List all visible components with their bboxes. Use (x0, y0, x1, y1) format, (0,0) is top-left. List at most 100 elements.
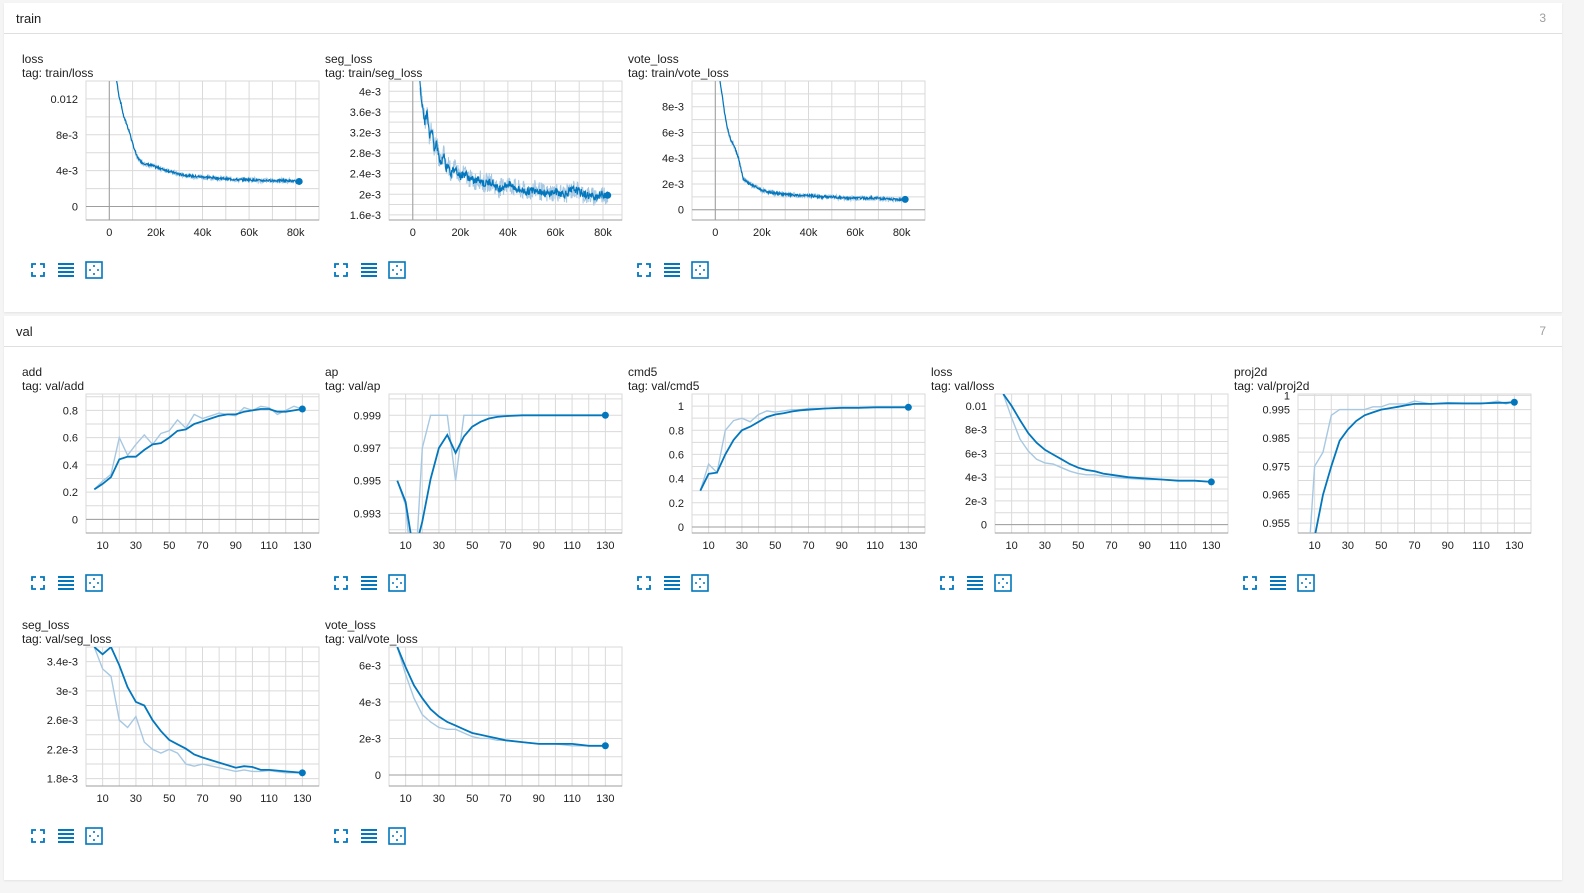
last-value-point[interactable] (604, 191, 612, 199)
chart-title: ap (325, 365, 339, 379)
last-value-point[interactable] (1510, 398, 1518, 406)
x-tick-label: 40k (800, 227, 818, 239)
x-tick-label: 20k (451, 227, 469, 239)
smoothed-series-line (116, 81, 300, 185)
expand-button[interactable] (634, 573, 654, 593)
last-value-point[interactable] (904, 403, 912, 411)
y-tick-label: 2e-3 (662, 179, 684, 191)
data-table-button[interactable] (56, 260, 76, 280)
line-chart[interactable]: 0 20k 40k 60k 80k 0 2e-3 4e-3 6e-3 8e-3 (628, 78, 928, 248)
section-count: 7 (1539, 324, 1546, 338)
expand-icon (940, 576, 954, 590)
y-tick-label: 0.2 (669, 498, 684, 510)
fit-domain-button[interactable] (993, 573, 1013, 593)
data-table-button[interactable] (359, 260, 379, 280)
fit-domain-button[interactable] (387, 260, 407, 280)
line-chart[interactable]: 10 30 50 70 90 110 130 0 0.2 0.4 0.6 0.8 (22, 391, 322, 561)
x-tick-label: 10 (1309, 540, 1321, 552)
line-chart[interactable]: 0 20k 40k 60k 80k 1.6e-3 2e-3 2.4e-3 2.8e-3 3.2e-… (325, 78, 625, 248)
expand-button[interactable] (331, 826, 351, 846)
fit-domain-button[interactable] (84, 573, 104, 593)
data-table-button[interactable] (662, 260, 682, 280)
line-chart[interactable]: 10 30 50 70 90 110 130 0 2e-3 4e-3 6e-3 (325, 644, 625, 814)
line-chart[interactable]: 10 30 50 70 90 110 130 0.955 0.965 0.975 0.985 0.99… (1234, 390, 1534, 561)
expand-button[interactable] (634, 260, 654, 280)
last-value-point[interactable] (298, 405, 306, 413)
y-tick-label: 0.999 (353, 410, 381, 422)
x-tick-label: 90 (1139, 540, 1151, 552)
chart-tag: tag: val/add (22, 379, 85, 393)
y-tick-label: 0 (678, 205, 684, 217)
section-header-val[interactable]: val 7 (4, 316, 1562, 347)
last-value-point[interactable] (901, 195, 909, 203)
expand-button[interactable] (28, 826, 48, 846)
x-tick-label: 50 (466, 540, 478, 552)
data-table-button[interactable] (1268, 573, 1288, 593)
data-table-button[interactable] (359, 573, 379, 593)
data-table-button[interactable] (359, 826, 379, 846)
x-tick-label: 10 (400, 540, 412, 552)
x-tick-label: 40k (194, 227, 212, 239)
data-table-button[interactable] (662, 573, 682, 593)
x-tick-label: 30 (433, 540, 445, 552)
data-table-button[interactable] (965, 573, 985, 593)
section-body-train: loss tag: train/loss 0 20k 40k 60k 80k 0 4e-3 8… (4, 34, 1562, 312)
chart-card: seg_loss tag: val/seg_loss 10 30 50 70 90 110… (22, 618, 322, 868)
y-tick-label: 0.2 (63, 487, 78, 499)
fit-domain-button[interactable] (387, 573, 407, 593)
x-tick-label: 10 (400, 793, 412, 805)
expand-icon (334, 263, 348, 277)
last-value-point[interactable] (295, 177, 303, 185)
y-tick-label: 0.975 (1262, 461, 1290, 473)
line-chart[interactable]: 10 30 50 70 90 110 130 0 0.2 0.4 0.6 0.8 1 (628, 391, 928, 561)
x-tick-label: 50 (163, 793, 175, 805)
line-chart[interactable]: 10 30 50 70 90 110 130 0 2e-3 4e-3 6e-3 8e-3 0.01 (931, 391, 1231, 561)
fit-domain-icon (994, 574, 1012, 592)
last-value-point[interactable] (298, 769, 306, 777)
data-table-button[interactable] (56, 573, 76, 593)
section-header-train[interactable]: train 3 (4, 3, 1562, 34)
y-tick-label: 0.985 (1262, 433, 1290, 445)
line-chart[interactable]: 10 30 50 70 90 110 130 1.8e-3 2.2e-3 2.6e-3 3e-3 3.… (22, 644, 322, 814)
last-value-point[interactable] (1207, 478, 1215, 486)
chart-card: add tag: val/add 10 30 50 70 90 110 130 0 0.2 0.4… (22, 365, 322, 615)
expand-button[interactable] (28, 260, 48, 280)
y-tick-label: 1 (678, 401, 684, 413)
x-tick-label: 70 (1408, 540, 1420, 552)
line-chart[interactable]: 10 30 50 70 90 110 130 0.993 0.995 0.997 0.999 (325, 391, 625, 561)
line-chart[interactable]: 0 20k 40k 60k 80k 0 4e-3 8e-3 0.012 (22, 78, 322, 248)
fit-domain-button[interactable] (1296, 573, 1316, 593)
expand-button[interactable] (331, 260, 351, 280)
expand-button[interactable] (28, 573, 48, 593)
x-tick-label: 130 (899, 540, 917, 552)
fit-domain-button[interactable] (690, 260, 710, 280)
fit-domain-button[interactable] (84, 826, 104, 846)
chart-title: seg_loss (22, 618, 70, 632)
expand-icon (334, 829, 348, 843)
raw-series-line (115, 81, 300, 185)
expand-icon (31, 829, 45, 843)
x-tick-label: 90 (230, 793, 242, 805)
expand-button[interactable] (1240, 573, 1260, 593)
expand-button[interactable] (331, 573, 351, 593)
x-tick-label: 30 (1039, 540, 1051, 552)
x-tick-label: 0 (410, 227, 416, 239)
fit-domain-button[interactable] (84, 260, 104, 280)
data-table-button[interactable] (56, 826, 76, 846)
x-tick-label: 130 (1505, 540, 1523, 552)
chart-title: proj2d (1234, 365, 1268, 379)
fit-domain-button[interactable] (690, 573, 710, 593)
y-tick-label: 3.6e-3 (350, 107, 381, 119)
last-value-point[interactable] (601, 742, 609, 750)
chart-card: proj2d tag: val/proj2d 10 30 50 70 90 110 130 0… (1234, 365, 1534, 615)
fit-domain-button[interactable] (387, 826, 407, 846)
y-tick-label: 6e-3 (965, 448, 987, 460)
expand-button[interactable] (937, 573, 957, 593)
x-tick-label: 70 (802, 540, 814, 552)
chart-card: vote_loss tag: val/vote_loss 10 30 50 70 90 1… (325, 618, 625, 868)
chart-tag: tag: val/ap (325, 379, 381, 393)
last-value-point[interactable] (601, 411, 609, 419)
fit-domain-icon (85, 574, 103, 592)
y-tick-label: 0.993 (353, 508, 381, 520)
series-group (419, 81, 609, 206)
